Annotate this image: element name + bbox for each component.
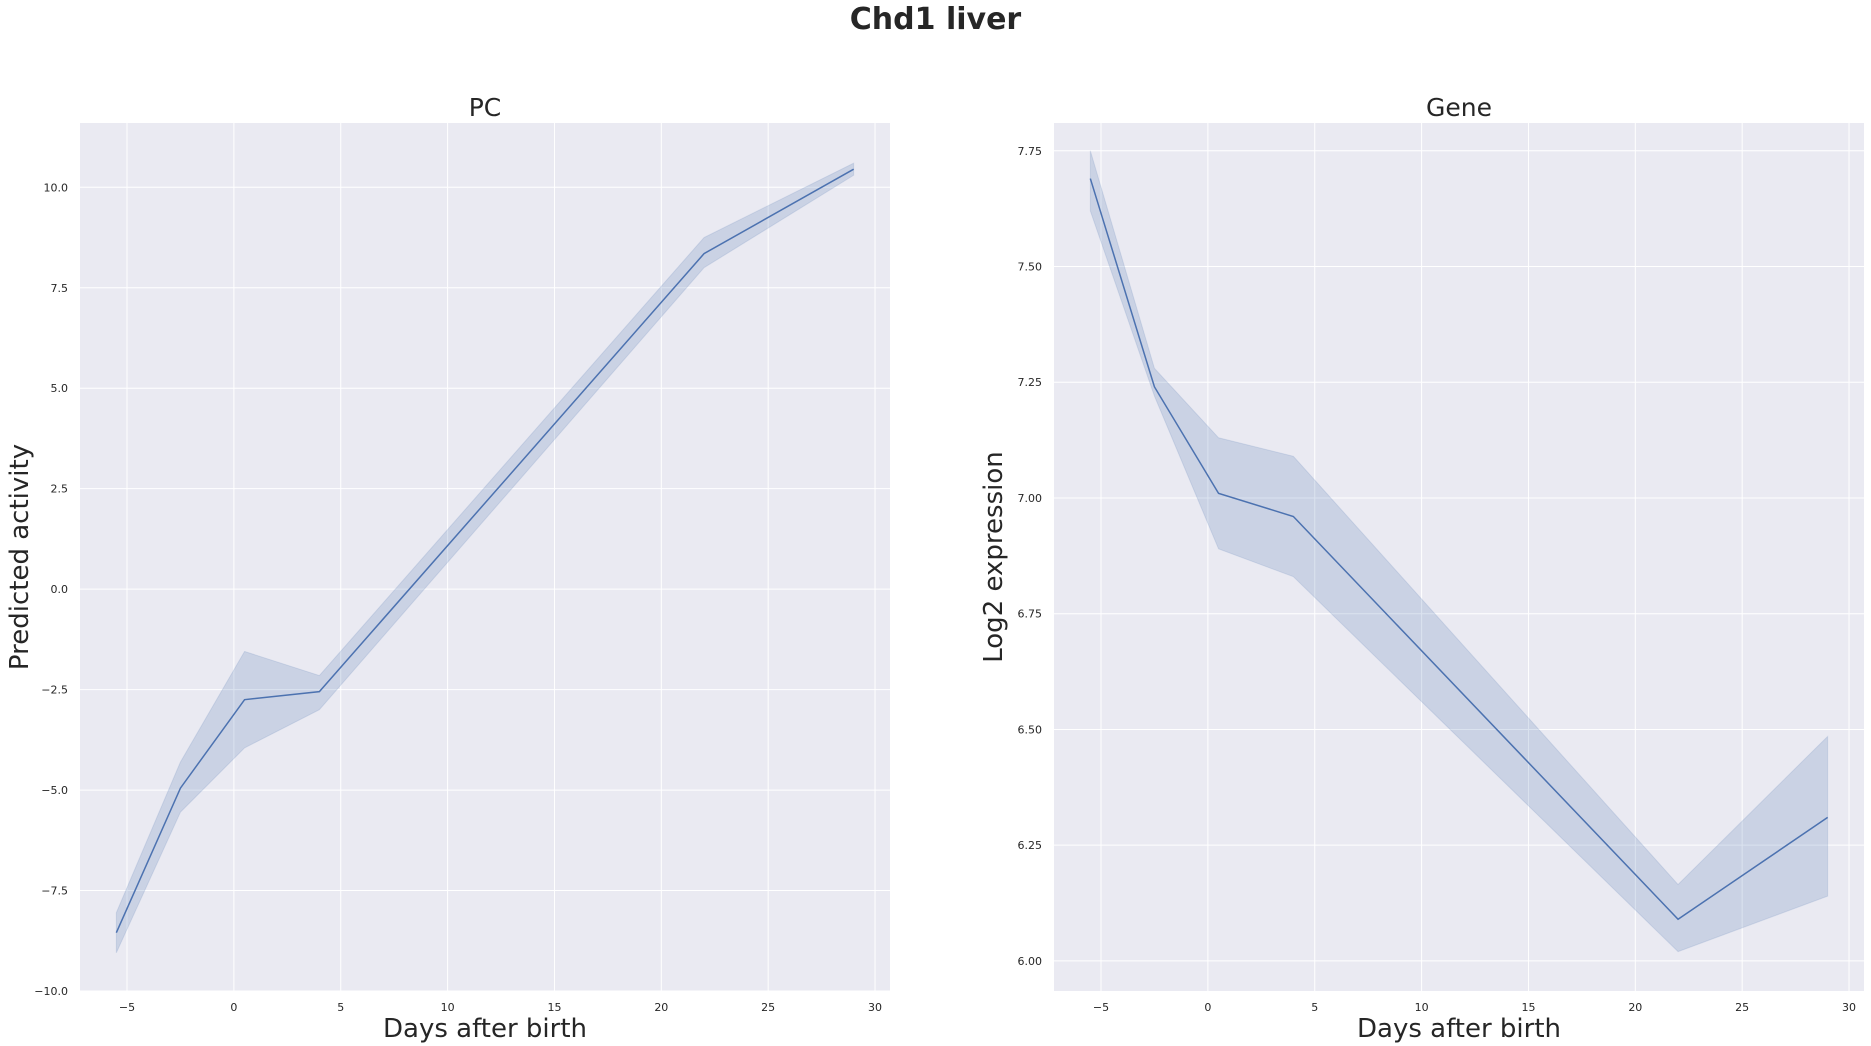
x-tick-label: 20 <box>654 1001 668 1014</box>
y-tick-label: −10.0 <box>34 985 68 998</box>
y-tick-label: 7.75 <box>1018 145 1043 158</box>
data-point <box>179 787 181 789</box>
y-tick-label: 6.50 <box>1018 723 1043 736</box>
x-axis-label: Days after birth <box>383 1014 587 1044</box>
y-tick-label: 10.0 <box>44 181 69 194</box>
x-tick-label: 30 <box>868 1001 882 1014</box>
x-tick-label: 15 <box>547 1001 561 1014</box>
data-point <box>1153 386 1155 388</box>
panel-2: −5 0 5 10 15 20 25 30 6.00 6.25 6.50 6.75 7.00 7.25 7.… <box>979 93 1864 1044</box>
data-point <box>244 699 246 701</box>
x-tick-label: 10 <box>1415 1001 1429 1014</box>
x-tick-label: −5 <box>119 1001 135 1014</box>
data-point <box>1677 918 1679 920</box>
y-axis-label: Predicted activity <box>5 444 35 670</box>
plot-background <box>1054 123 1864 991</box>
y-tick-label: 7.5 <box>51 282 69 295</box>
y-tick-label: 6.75 <box>1018 608 1043 621</box>
y-tick-label: 0.0 <box>51 583 69 596</box>
x-tick-label: 15 <box>1521 1001 1535 1014</box>
y-tick-label: −5.0 <box>41 784 68 797</box>
figure-title: Chd1 liver <box>849 2 1022 37</box>
y-tick-label: 2.5 <box>51 483 69 496</box>
confidence-band <box>115 162 855 954</box>
x-tick-label: 10 <box>441 1001 455 1014</box>
y-tick-label: −7.5 <box>41 885 68 898</box>
y-axis-label: Log2 expression <box>979 451 1009 663</box>
data-point <box>318 691 320 693</box>
x-tick-label: −5 <box>1093 1001 1109 1014</box>
plot-background <box>80 123 890 991</box>
y-tick-label: 7.00 <box>1018 492 1043 505</box>
data-point <box>853 168 855 170</box>
x-tick-label: 0 <box>230 1001 237 1014</box>
data-point <box>1218 492 1220 494</box>
data-point <box>1827 816 1829 818</box>
confidence-band <box>1089 150 1829 953</box>
data-point <box>115 932 117 934</box>
data-point <box>1089 178 1091 180</box>
y-tick-label: 6.25 <box>1018 839 1043 852</box>
x-tick-label: 20 <box>1628 1001 1642 1014</box>
y-tick-label: 5.0 <box>51 382 69 395</box>
series-line <box>1089 178 1829 921</box>
x-tick-label: 25 <box>1735 1001 1749 1014</box>
x-tick-label: 5 <box>1311 1001 1318 1014</box>
y-tick-label: 7.25 <box>1018 376 1043 389</box>
x-tick-label: 30 <box>1842 1001 1856 1014</box>
x-tick-label: 0 <box>1204 1001 1211 1014</box>
panel-title: PC <box>469 93 502 122</box>
x-axis-label: Days after birth <box>1357 1014 1561 1044</box>
panel-1: −5 0 5 10 15 20 25 30 −10.0 −7.5 −5.0 −2.5 0.0 2.5 5.0… <box>5 93 890 1044</box>
data-point <box>703 253 705 255</box>
y-tick-label: −2.5 <box>41 684 68 697</box>
x-tick-label: 5 <box>337 1001 344 1014</box>
panel-title: Gene <box>1426 93 1492 122</box>
y-tick-label: 6.00 <box>1018 955 1043 968</box>
series-line <box>115 168 855 934</box>
data-point <box>1292 515 1294 517</box>
y-tick-label: 7.50 <box>1018 261 1043 274</box>
x-tick-label: 25 <box>761 1001 775 1014</box>
